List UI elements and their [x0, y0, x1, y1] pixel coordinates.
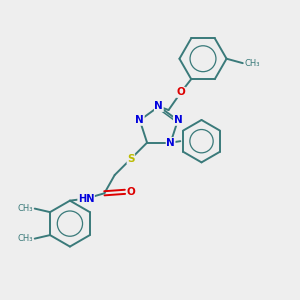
Text: N: N: [135, 115, 144, 125]
Text: N: N: [173, 115, 182, 125]
Text: O: O: [176, 87, 185, 98]
Text: S: S: [127, 154, 135, 164]
Text: CH₃: CH₃: [18, 234, 33, 243]
Text: CH₃: CH₃: [244, 58, 260, 68]
Text: CH₃: CH₃: [18, 204, 33, 213]
Text: HN: HN: [78, 194, 94, 204]
Text: N: N: [154, 101, 163, 111]
Text: N: N: [166, 138, 175, 148]
Text: O: O: [127, 187, 135, 197]
